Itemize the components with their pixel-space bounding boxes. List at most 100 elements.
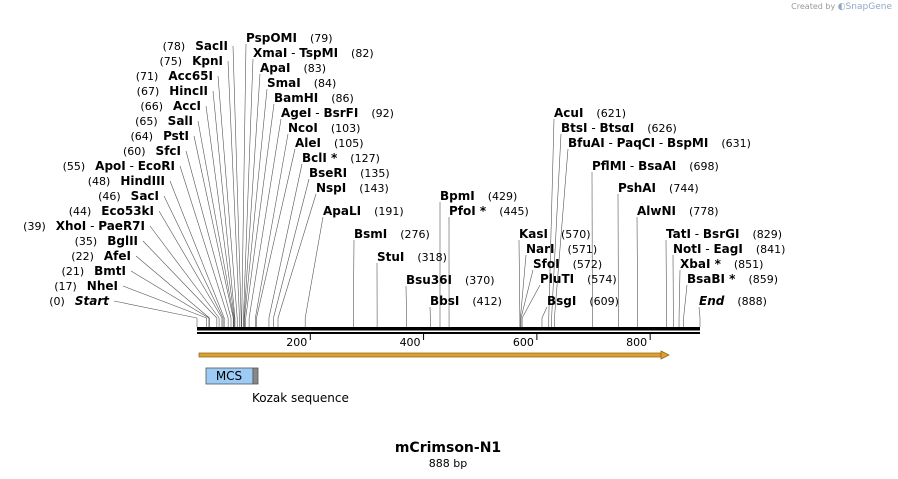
leader-line (277, 193, 317, 319)
site-label[interactable]: AlwNI (778) (637, 204, 719, 218)
site-label[interactable]: HindIII (48) (88, 174, 165, 188)
site-label[interactable]: PspOMI (79) (246, 31, 333, 45)
ruler: 200 400 600 800 (286, 334, 651, 349)
site-label[interactable]: AleI (105) (295, 136, 364, 150)
site-label[interactable]: SalI (65) (135, 114, 193, 128)
leader-line (541, 306, 548, 319)
site-label[interactable]: XmaI - TspMI (82) (253, 46, 374, 60)
leader-line (520, 269, 534, 319)
site-label[interactable]: PflMI - BsaAI (698) (592, 159, 719, 173)
site-label[interactable]: BamHI (86) (274, 91, 354, 105)
leader-line (405, 285, 407, 319)
site-label[interactable]: BpmI (429) (440, 189, 517, 203)
svg-text:End: End (699, 294, 725, 308)
site-label[interactable]: Eco53kI (44) (69, 204, 154, 218)
site-label[interactable]: KasI (570) (519, 227, 591, 241)
site-label[interactable]: StuI (318) (377, 250, 447, 264)
site-label[interactable]: PfoI * (445) (449, 204, 529, 218)
site-label[interactable]: PstI (64) (130, 129, 189, 143)
site-label[interactable]: SacII (78) (163, 39, 228, 53)
site-position: (64) (130, 130, 153, 143)
site-label[interactable]: BsaBI * (859) (687, 272, 778, 286)
site-label[interactable]: BclI * (127) (302, 151, 380, 165)
enzyme-name: NcoI (288, 121, 318, 135)
site-label[interactable]: ApaLI (191) (323, 204, 404, 218)
site-label[interactable]: BsgI (609) (547, 294, 619, 308)
svg-text:ApoI - EcoRI: ApoI - EcoRI (95, 159, 175, 173)
site-label[interactable]: Bsu36I (370) (406, 273, 495, 287)
site-label[interactable]: BbsI (412) (430, 294, 502, 308)
site-position: (60) (123, 145, 146, 158)
site-label[interactable]: AcuI (621) (554, 106, 626, 120)
site-label[interactable]: SfcI (60) (123, 144, 181, 158)
leader-line (268, 163, 303, 319)
site-label[interactable]: BfuAI - PaqCI - BspMI (631) (568, 136, 751, 150)
site-position: (21) (62, 265, 85, 278)
site-position: (571) (568, 243, 598, 256)
kozak-sequence-label: Kozak sequence (252, 391, 349, 405)
site-label[interactable]: ApoI - EcoRI (55) (63, 159, 175, 173)
site-label[interactable]: BtsI - BtsαI (626) (561, 121, 677, 135)
orf-arrow (198, 350, 670, 360)
site-position: (78) (163, 40, 186, 53)
site-label[interactable]: BsmI (276) (354, 227, 430, 241)
site-label[interactable]: SacI (46) (98, 189, 159, 203)
site-label[interactable]: Start (0) (49, 294, 110, 308)
site-label[interactable]: KpnI (75) (160, 54, 224, 68)
leader-line (163, 195, 224, 319)
site-position: (574) (587, 273, 617, 286)
site-label[interactable]: SfoI (572) (533, 257, 602, 271)
enzyme-name: PfoI * (449, 204, 487, 218)
site-label[interactable]: NotI - EagI (841) (673, 242, 785, 256)
site-label[interactable]: NheI (17) (54, 279, 118, 293)
enzyme-name: Start (75, 294, 110, 308)
site-label[interactable]: NspI (143) (316, 181, 389, 195)
mcs-feature[interactable]: MCS (205, 367, 259, 385)
site-position: (859) (748, 273, 778, 286)
leader-line (149, 225, 220, 319)
mcs-label: MCS (216, 369, 242, 383)
site-label[interactable]: BmtI (21) (62, 264, 126, 278)
site-label[interactable]: Acc65I (71) (136, 69, 213, 83)
enzyme-name: BpmI (440, 189, 475, 203)
svg-text:BfuAI - PaqCI - BspMI: BfuAI - PaqCI - BspMI (568, 136, 708, 150)
site-label[interactable]: HincII (67) (137, 84, 208, 98)
site-label[interactable]: PluTI (574) (540, 272, 617, 286)
leader-line (636, 216, 638, 319)
site-position: (570) (561, 228, 591, 241)
site-label[interactable]: ApaI (83) (260, 61, 326, 75)
svg-text:ApaI: ApaI (260, 61, 290, 75)
site-label[interactable]: XbaI * (851) (680, 257, 763, 271)
svg-text:AccI: AccI (173, 99, 201, 113)
enzyme-name: NarI (526, 242, 555, 256)
site-label[interactable]: XhoI - PaeR7I (39) (23, 219, 145, 233)
separator: - (691, 227, 703, 241)
site-label[interactable]: NarI (571) (526, 242, 597, 256)
snapgene-logo-icon: ◐ (837, 2, 846, 12)
site-label[interactable]: NcoI (103) (288, 121, 360, 135)
site-label[interactable]: AfeI (22) (71, 249, 131, 263)
enzyme-name: HindIII (120, 174, 165, 188)
site-position: (698) (689, 160, 719, 173)
leader-line (304, 216, 324, 319)
site-position: (744) (669, 182, 699, 195)
snapgene-credit: Created by ◐SnapGene (791, 2, 892, 12)
dna-backbone (197, 327, 700, 334)
site-label[interactable]: SmaI (84) (267, 76, 336, 90)
site-position: (79) (310, 32, 333, 45)
site-label[interactable]: AgeI - BsrFI (92) (281, 106, 394, 120)
site-label[interactable]: End (888) (699, 294, 767, 308)
site-label[interactable]: AccI (66) (140, 99, 201, 113)
site-position: (75) (160, 55, 183, 68)
site-label[interactable]: BglII (35) (75, 234, 138, 248)
site-position: (48) (88, 175, 111, 188)
site-label[interactable]: PshAI (744) (618, 181, 699, 195)
enzyme-name: AcuI (554, 106, 583, 120)
site-label[interactable]: BseRI (135) (309, 166, 390, 180)
site-position: (626) (647, 122, 677, 135)
leader-line (548, 118, 555, 319)
site-label[interactable]: TatI - BsrGI (829) (666, 227, 782, 241)
enzyme-name: AccI (173, 99, 201, 113)
site-position: (143) (359, 182, 389, 195)
site-position: (841) (756, 243, 786, 256)
